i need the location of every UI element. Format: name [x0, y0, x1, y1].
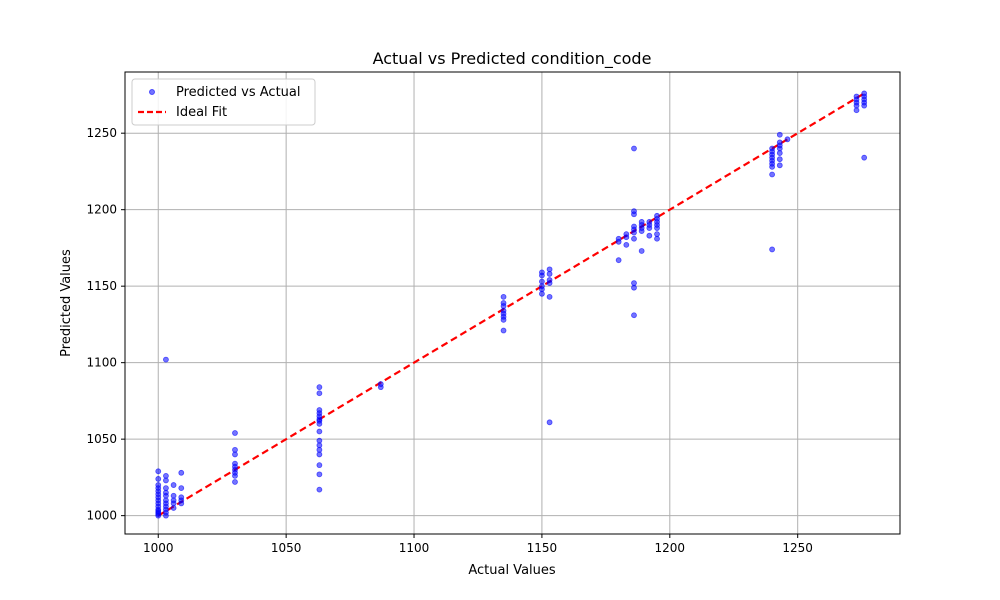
data-point: [163, 356, 169, 363]
data-point: [546, 266, 553, 273]
data-point: [654, 231, 660, 238]
data-point: [654, 212, 660, 219]
data-point: [316, 384, 323, 391]
data-point: [776, 156, 783, 163]
data-point: [316, 390, 323, 397]
data-point: [615, 257, 622, 264]
data-point: [232, 460, 238, 467]
y-axis: 1000 1050 1100 1150 1200 1250: [86, 126, 125, 523]
x-axis-label: Actual Values: [468, 563, 556, 578]
data-point: [776, 131, 783, 138]
data-point: [615, 235, 622, 242]
legend-label-ideal: Ideal Fit: [176, 105, 227, 120]
data-point: [500, 327, 507, 334]
y-tick-label: 1150: [86, 279, 117, 293]
data-point: [631, 208, 637, 215]
data-point: [623, 241, 630, 248]
x-tick-label: 1200: [655, 541, 686, 555]
data-point: [163, 485, 169, 492]
data-point: [769, 145, 776, 152]
data-point: [769, 246, 776, 253]
data-point: [646, 232, 653, 239]
data-point: [316, 428, 323, 435]
data-point: [631, 235, 637, 242]
y-tick-label: 1050: [86, 432, 117, 446]
ideal-fit-layer: [157, 92, 865, 517]
legend-marker-scatter: [149, 89, 155, 95]
data-point: [646, 219, 653, 225]
data-point: [500, 293, 507, 300]
data-point: [232, 446, 238, 453]
y-tick-label: 1100: [86, 356, 117, 370]
data-point: [638, 219, 645, 225]
data-point: [631, 280, 637, 287]
chart-title: Actual vs Predicted condition_code: [373, 49, 652, 69]
x-tick-label: 1250: [782, 541, 813, 555]
data-point: [631, 145, 637, 152]
data-point: [776, 139, 783, 146]
data-point: [500, 300, 507, 306]
data-point: [316, 437, 323, 444]
y-tick-label: 1000: [86, 509, 117, 523]
x-tick-label: 1000: [143, 541, 174, 555]
legend-box: [131, 78, 316, 126]
data-point: [546, 293, 553, 300]
plot-frame: [124, 71, 901, 535]
data-point: [776, 162, 783, 169]
data-point: [155, 482, 162, 488]
data-point: [861, 154, 868, 161]
data-point: [631, 312, 637, 319]
y-tick-label: 1200: [86, 203, 117, 217]
data-point: [316, 471, 323, 478]
data-point: [638, 248, 645, 254]
data-point: [769, 171, 776, 178]
data-point: [155, 508, 162, 514]
ideal-fit-line: [157, 92, 865, 517]
data-point: [623, 231, 630, 238]
grid: [125, 72, 900, 534]
data-point: [861, 90, 868, 97]
data-point: [377, 381, 384, 387]
data-point: [178, 485, 185, 492]
data-point: [546, 419, 553, 426]
data-point: [316, 407, 323, 413]
points-layer: [155, 90, 868, 519]
data-point: [163, 472, 169, 479]
data-point: [784, 136, 791, 143]
x-tick-label: 1050: [271, 541, 302, 555]
data-point: [316, 462, 323, 469]
data-point: [539, 278, 545, 285]
data-point: [232, 479, 238, 485]
data-point: [232, 430, 238, 436]
data-point: [170, 492, 177, 499]
x-tick-label: 1100: [399, 541, 430, 555]
x-axis: 1000 1050 1100 1150 1200 1250: [143, 534, 813, 555]
y-tick-label: 1250: [86, 126, 117, 140]
data-point: [178, 469, 185, 476]
data-point: [155, 476, 162, 482]
y-axis-label: Predicted Values: [59, 249, 74, 357]
data-point: [853, 93, 860, 100]
data-point: [316, 486, 323, 493]
data-point: [170, 482, 177, 488]
legend-label-scatter: Predicted vs Actual: [176, 85, 300, 100]
x-tick-label: 1150: [527, 541, 558, 555]
data-point: [546, 277, 553, 283]
data-point: [539, 269, 545, 276]
data-point: [155, 468, 162, 475]
data-point: [178, 494, 185, 501]
legend: Predicted vs Actual Ideal Fit: [131, 78, 316, 126]
data-point: [631, 223, 637, 230]
